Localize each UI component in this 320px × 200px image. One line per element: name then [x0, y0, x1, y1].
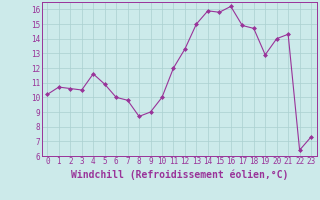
X-axis label: Windchill (Refroidissement éolien,°C): Windchill (Refroidissement éolien,°C): [70, 169, 288, 180]
